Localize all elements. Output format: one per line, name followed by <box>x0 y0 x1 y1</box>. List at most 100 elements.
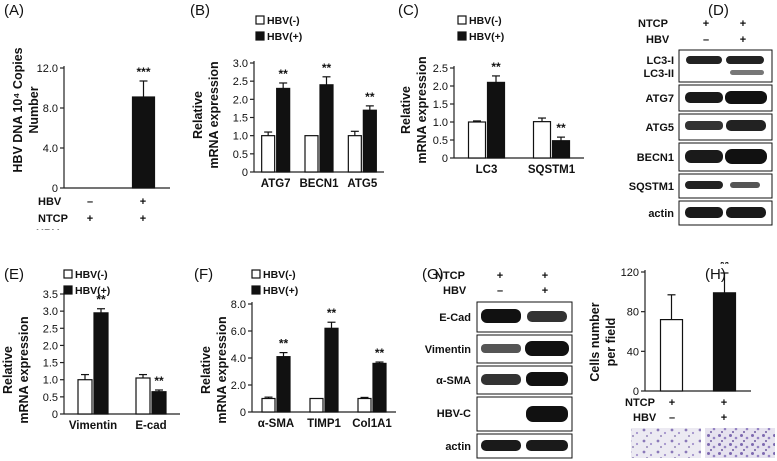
blot-band <box>685 121 723 130</box>
blot-band <box>526 406 568 422</box>
condition-value: + <box>669 397 675 409</box>
legend-swatch <box>457 31 467 41</box>
legend-label: HBV(-) <box>267 15 300 27</box>
category-label: ATG7 <box>261 178 291 190</box>
legend-swatch <box>63 269 73 279</box>
blot-label: HBV-C <box>437 408 471 420</box>
y-tick-label: 3.0 <box>43 306 58 318</box>
legend-label: HBV(+) <box>267 31 302 43</box>
y-axis-label-line1: Relative <box>199 346 213 394</box>
significance-label: ** <box>327 306 337 320</box>
y-axis-label: Number <box>27 86 41 133</box>
significance-label: ** <box>491 60 501 74</box>
panel-letter: (D) <box>708 2 729 19</box>
bar <box>467 121 487 159</box>
y-tick-label: 1.0 <box>233 131 248 143</box>
significance-label: ** <box>375 346 385 360</box>
legend-label: HBV(+) <box>75 285 110 297</box>
bar <box>347 135 362 173</box>
significance-label: ** <box>720 262 730 271</box>
blot-band <box>527 311 567 322</box>
blot-label: α-SMA <box>436 375 471 387</box>
blot-band <box>686 56 722 64</box>
chart-e-plot: 0 0.5 1.0 1.5 2.0 2.5 3.0 3.5 ** Vimentin ** E-cad H… <box>43 269 180 432</box>
y-tick-label: 1.5 <box>433 99 448 111</box>
y-tick-label: 0.5 <box>433 135 448 147</box>
y-axis-label-line2: per field <box>604 318 618 367</box>
blot-label: ATG7 <box>645 93 674 105</box>
chart-c: Relative mRNA expression 0 0.5 1.0 1.5 2.0 2.… <box>399 15 584 176</box>
significance-label: ** <box>556 121 566 135</box>
condition-value: + <box>497 270 503 282</box>
y-tick-label: 0 <box>240 407 246 419</box>
condition-value: + <box>740 34 746 46</box>
blot-label: Vimentin <box>425 344 472 356</box>
blot-band <box>481 309 521 323</box>
bar <box>261 397 276 413</box>
legend-label: HBV(-) <box>263 269 296 281</box>
y-tick-label: 2.0 <box>231 380 246 392</box>
blot-band <box>726 120 766 131</box>
y-tick-label: 4.0 <box>43 143 58 155</box>
bar <box>319 84 334 173</box>
condition-label: NTCP <box>638 18 668 30</box>
condition-label: HBV <box>633 412 657 424</box>
y-tick-label: 0 <box>52 183 58 195</box>
condition-value: + <box>542 285 548 297</box>
condition-label: HBV <box>36 228 60 230</box>
blot-band <box>726 56 764 64</box>
panel-e: (E) Relative mRNA expression 0 0.5 1.0 1.5 2… <box>0 262 190 461</box>
category-label: α-SMA <box>258 418 294 430</box>
bar <box>372 362 387 413</box>
condition-value: + <box>740 18 746 30</box>
y-tick-label: 2.0 <box>43 340 58 352</box>
y-tick-label: 1.5 <box>43 358 58 370</box>
blot-band <box>730 70 764 75</box>
y-tick-label: 80 <box>627 307 639 319</box>
blot-label: LC3-I <box>647 55 675 67</box>
y-tick-label: 120 <box>621 267 639 279</box>
panel-letter: (B) <box>190 2 210 19</box>
blot-band <box>685 150 723 163</box>
y-tick-label: 0 <box>633 386 639 398</box>
y-tick-label: 1.0 <box>43 375 58 387</box>
condition-value: + <box>542 270 548 282</box>
legend-label: HBV(-) <box>75 269 108 281</box>
bar <box>151 391 167 415</box>
western-blot-d: NTCP + + HBV – + LC3-I LC3-II ATG7 ATG5 … <box>629 18 773 226</box>
transwell-image-control <box>631 428 701 458</box>
significance-label: ** <box>96 293 106 307</box>
blot-band <box>481 440 521 451</box>
blot-label: actin <box>445 441 471 453</box>
y-tick-label: 2.5 <box>233 76 248 88</box>
condition-label: NTCP <box>625 397 655 409</box>
blot-band <box>725 91 767 104</box>
chart-e: Relative mRNA expression 0 0.5 1.0 1.5 2.0 2.… <box>1 269 180 432</box>
y-axis-label: HBV DNA 10⁴ Copies <box>11 47 25 172</box>
y-axis-label-line1: Relative <box>1 346 15 394</box>
y-tick-label: 8.0 <box>43 103 58 115</box>
blot-band <box>526 440 568 451</box>
chart-b: Relative mRNA expression 0 0.5 1.0 1.5 2.0 2.… <box>191 15 384 190</box>
category-label: BECN1 <box>300 178 340 190</box>
chart-b-plot: 0 0.5 1.0 1.5 2.0 2.5 3.0 ** ATG7 ** BECN1 ** ATG5 HB… <box>233 15 384 190</box>
y-tick-label: 2.0 <box>233 94 248 106</box>
chart-a-plot: 0 4.0 8.0 12.0 *** <box>37 63 170 195</box>
panel-letter: (F) <box>194 266 214 283</box>
panel-f: (F) Relative mRNA expression 0 2.0 4.0 6.0 8… <box>190 262 405 461</box>
y-axis-label-line2: mRNA expression <box>415 56 429 163</box>
panel-letter: (E) <box>4 266 24 283</box>
category-label: TIMP1 <box>307 418 341 430</box>
panel-a: (A) HBV DNA 10⁴ Copies Number 0 4.0 8.0 12.… <box>0 0 190 230</box>
y-tick-label: 3.0 <box>233 58 248 70</box>
condition-value: – <box>669 412 675 424</box>
bar <box>276 87 291 173</box>
condition-value: + <box>721 397 727 409</box>
blot-label: E-Cad <box>439 312 471 324</box>
chart-f: Relative mRNA expression 0 2.0 4.0 6.0 8.0 **… <box>199 269 396 430</box>
y-axis-label-line2: mRNA expression <box>215 316 229 423</box>
legend-label: HBV(-) <box>469 15 502 27</box>
condition-value: + <box>140 213 146 225</box>
category-label: LC3 <box>476 164 498 176</box>
y-tick-label: 0.5 <box>233 149 248 161</box>
